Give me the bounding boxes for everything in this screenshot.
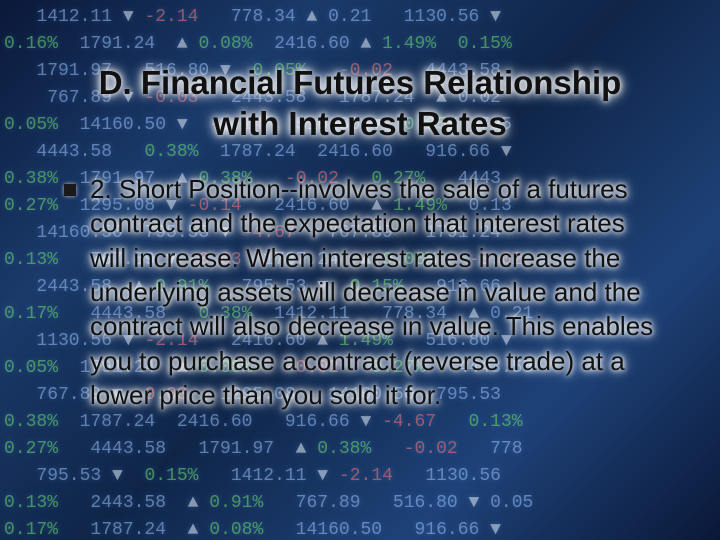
- bullet-text: 2. Short Position--involves the sale of …: [90, 172, 660, 412]
- slide-title: D. Financial Futures Relationship with I…: [70, 62, 650, 145]
- square-bullet-icon: [64, 184, 76, 196]
- bullet-item: 2. Short Position--involves the sale of …: [64, 172, 660, 412]
- body-container: 2. Short Position--involves the sale of …: [64, 172, 660, 412]
- title-container: D. Financial Futures Relationship with I…: [70, 62, 650, 145]
